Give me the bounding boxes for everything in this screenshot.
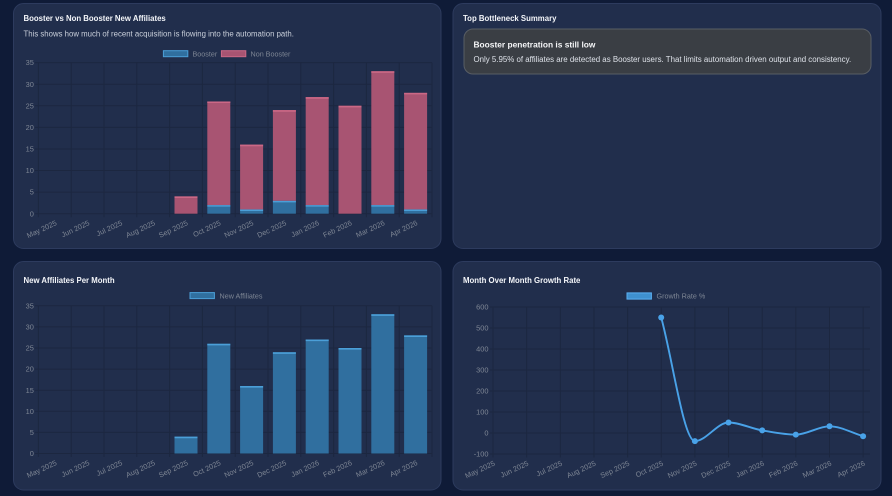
svg-text:15: 15 <box>26 386 34 395</box>
svg-text:Growth Rate %: Growth Rate % <box>657 291 706 300</box>
svg-text:Top Bottleneck Summary: Top Bottleneck Summary <box>463 14 557 23</box>
svg-text:100: 100 <box>476 408 488 417</box>
svg-text:0: 0 <box>30 209 34 218</box>
svg-text:This shows how much of recent: This shows how much of recent acquisitio… <box>24 30 294 39</box>
svg-text:15: 15 <box>26 145 34 154</box>
svg-text:Booster: Booster <box>193 50 218 59</box>
svg-text:25: 25 <box>26 344 34 353</box>
svg-text:5: 5 <box>30 428 34 437</box>
svg-text:Non Booster: Non Booster <box>251 50 292 59</box>
svg-text:New Affiliates Per Month: New Affiliates Per Month <box>24 276 115 285</box>
svg-text:-100: -100 <box>474 450 489 459</box>
svg-text:200: 200 <box>476 387 488 396</box>
svg-text:0: 0 <box>484 429 488 438</box>
svg-text:Booster penetration is still l: Booster penetration is still low <box>474 40 596 50</box>
svg-text:30: 30 <box>26 80 34 89</box>
svg-text:500: 500 <box>476 324 488 333</box>
svg-text:400: 400 <box>476 345 488 354</box>
svg-text:10: 10 <box>26 166 34 175</box>
svg-text:New Affiliates: New Affiliates <box>220 291 263 300</box>
svg-text:600: 600 <box>476 303 488 312</box>
svg-text:35: 35 <box>26 301 34 310</box>
svg-text:10: 10 <box>26 407 34 416</box>
svg-text:300: 300 <box>476 366 488 375</box>
svg-text:25: 25 <box>26 101 34 110</box>
svg-text:35: 35 <box>26 58 34 67</box>
svg-text:20: 20 <box>26 365 34 374</box>
svg-text:Month Over Month Growth Rate: Month Over Month Growth Rate <box>463 276 581 285</box>
svg-text:Booster vs Non Booster New Aff: Booster vs Non Booster New Affiliates <box>24 14 167 23</box>
svg-text:5: 5 <box>30 188 34 197</box>
svg-text:0: 0 <box>30 449 34 458</box>
svg-text:30: 30 <box>26 323 34 332</box>
svg-text:20: 20 <box>26 123 34 132</box>
svg-text:Only 5.95% of affiliates are d: Only 5.95% of affiliates are detected as… <box>474 55 852 64</box>
